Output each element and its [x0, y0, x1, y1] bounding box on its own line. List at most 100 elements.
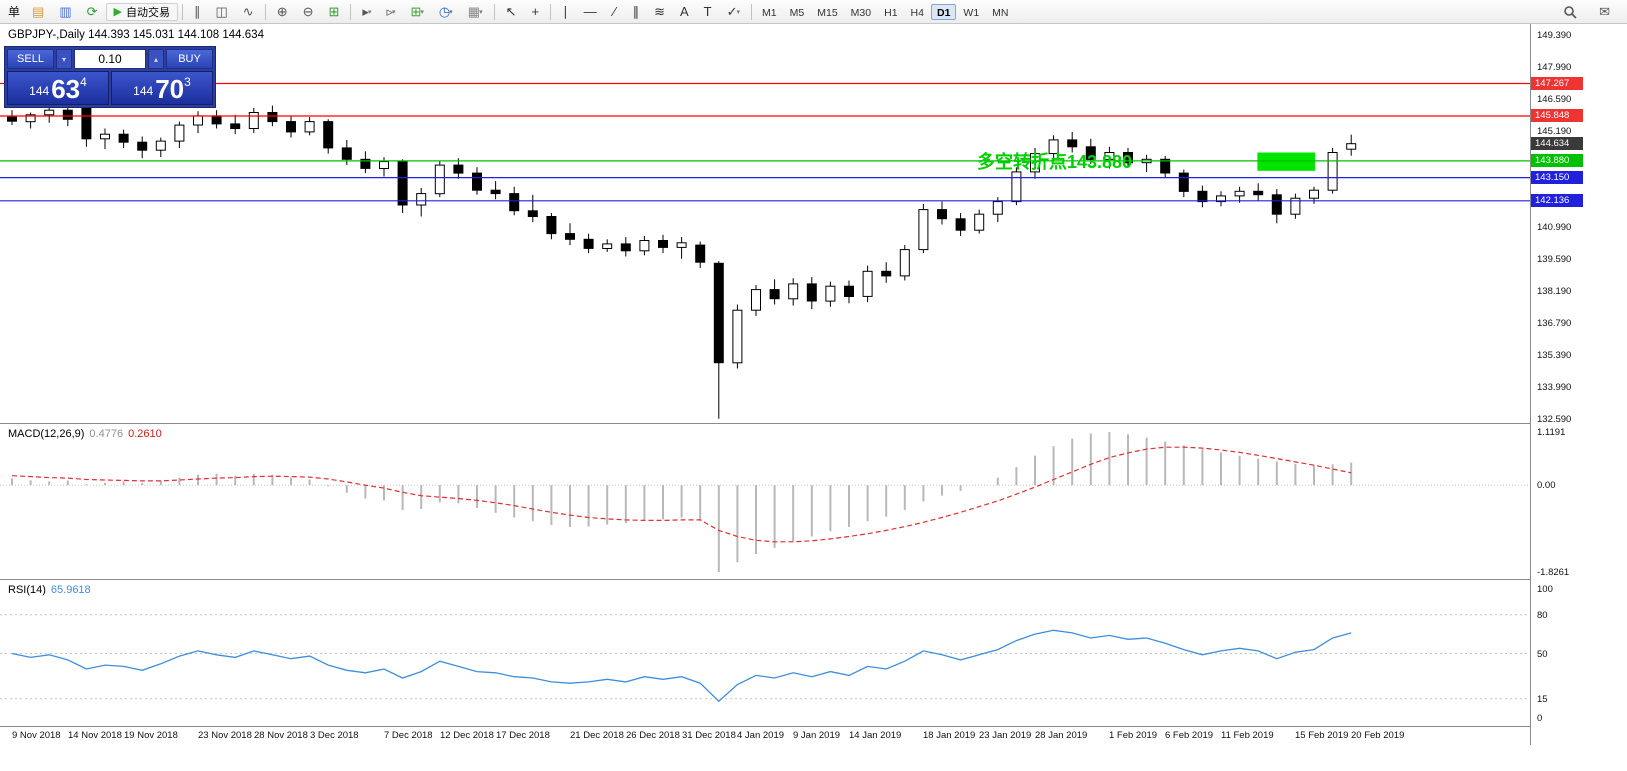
bid-price-button[interactable]: 144 63 4	[7, 71, 109, 105]
pane-separator[interactable]	[0, 579, 1627, 580]
date-label: 26 Dec 2018	[626, 730, 680, 741]
timeframe-m30[interactable]: M30	[845, 4, 877, 20]
crosshair-icon[interactable]: +	[525, 2, 547, 22]
timeframe-m1[interactable]: M1	[756, 4, 783, 20]
timeframe-h4[interactable]: H4	[905, 4, 930, 20]
axis-price-label: 139.590	[1537, 253, 1572, 265]
arrows-icon[interactable]: ✓ ▾	[720, 2, 747, 22]
new-order-icon[interactable]: ▤	[25, 2, 51, 22]
auto-scroll-icon[interactable]: ▸ ▾	[355, 2, 378, 22]
date-label: 14 Nov 2018	[68, 730, 122, 741]
axis-price-label: 147.990	[1537, 61, 1572, 73]
time-axis[interactable]: 9 Nov 2018 14 Nov 2018 19 Nov 2018 23 Nov 2…	[0, 727, 1530, 745]
date-label: 11 Feb 2019	[1221, 730, 1274, 741]
bid-pipette: 4	[80, 75, 87, 89]
new-chart-icon[interactable]: ⊞ ▾	[404, 2, 431, 22]
lot-spinner[interactable]: ▴	[148, 49, 164, 69]
chevron-down-icon: ▾	[420, 8, 424, 16]
timeframe-mn[interactable]: MN	[986, 4, 1014, 20]
date-label: 20 Feb 2019	[1351, 730, 1405, 741]
rsi-scale-label: 15	[1537, 693, 1548, 705]
candlestick-chart-icon[interactable]: ◫	[208, 2, 234, 22]
axis-price-label: 138.190	[1537, 285, 1572, 297]
order-type-dropdown[interactable]: ▾	[56, 49, 72, 69]
horizontal-line-icon[interactable]: —	[577, 2, 604, 22]
price-axis[interactable]: 149.390 147.990 146.590 145.190 140.990 139.5…	[1530, 24, 1627, 745]
chevron-down-icon: ▾	[61, 54, 66, 64]
tile-windows-icon[interactable]: ⊞	[322, 2, 347, 22]
macd-value: 0.4776	[89, 428, 124, 440]
zoom-out-icon[interactable]: ⊖	[296, 2, 321, 22]
chart-shift-icon[interactable]: ▹ ▾	[379, 2, 402, 22]
date-label: 21 Dec 2018	[570, 730, 624, 741]
text-icon[interactable]: A	[673, 2, 696, 22]
pane-separator[interactable]	[0, 423, 1627, 424]
fibonacci-icon[interactable]: ≋	[647, 2, 672, 22]
date-label: 31 Dec 2018	[682, 730, 736, 741]
pivot-annotation[interactable]: 多空转折点143.880	[977, 152, 1133, 172]
cursor-icon[interactable]: ↖	[499, 2, 524, 22]
lot-size-input[interactable]	[74, 49, 146, 69]
timeframe-m5[interactable]: M5	[784, 4, 811, 20]
sell-button[interactable]: SELL	[7, 49, 54, 69]
axis-price-label: 146.590	[1537, 93, 1572, 105]
price-tag: 144.634	[1531, 137, 1583, 151]
macd-canvas[interactable]	[0, 425, 1530, 579]
date-label: 23 Jan 2019	[979, 730, 1032, 741]
date-label: 14 Jan 2019	[849, 730, 902, 741]
market-watch-icon[interactable]: ▥	[52, 2, 78, 22]
zoom-in-icon[interactable]: ⊕	[270, 2, 295, 22]
auto-trading-button[interactable]: ▶ 自动交易	[105, 2, 178, 21]
date-label: 7 Dec 2018	[384, 730, 433, 741]
rsi-value: 65.9618	[50, 584, 91, 596]
timeframe-w1[interactable]: W1	[957, 4, 985, 20]
timeframe-d1[interactable]: D1	[930, 3, 957, 20]
timeframe-h1[interactable]: H1	[878, 4, 903, 20]
rsi-title: RSI(14) 65.9618	[8, 584, 91, 596]
date-label: 15 Feb 2019	[1295, 730, 1349, 741]
rsi-canvas[interactable]	[0, 581, 1530, 726]
ask-big-digits: 70	[155, 74, 185, 104]
chart-ohlc-title: GBPJPY-,Daily 144.393 145.031 144.108 14…	[8, 29, 264, 41]
chevron-down-icon: ▾	[479, 8, 483, 16]
date-label: 28 Jan 2019	[1035, 730, 1088, 741]
ask-price-button[interactable]: 144 70 3	[111, 71, 213, 105]
date-label: 6 Feb 2019	[1165, 730, 1214, 741]
date-label: 18 Jan 2019	[923, 730, 976, 741]
toolbar-right-group: ✉	[1556, 2, 1623, 22]
period-icon[interactable]: ◷ ▾	[432, 2, 460, 22]
toolbar-separator	[181, 3, 183, 20]
bid-prefix: 144	[29, 84, 50, 98]
trendline-icon[interactable]: ∕	[605, 2, 625, 22]
macd-signal-value: 0.2610	[128, 428, 162, 440]
timeframe-m15[interactable]: M15	[811, 4, 843, 20]
date-label: 28 Nov 2018	[254, 730, 308, 741]
rsi-scale-label: 80	[1537, 609, 1548, 621]
rsi-scale-label: 0	[1537, 713, 1543, 724]
refresh-icon[interactable]: ⟳	[80, 2, 105, 22]
line-chart-icon[interactable]: ∿	[236, 2, 261, 22]
bar-chart-icon[interactable]: ∥	[187, 2, 208, 22]
chevron-down-icon: ▾	[736, 8, 741, 16]
order-label: 单	[8, 5, 21, 19]
toolbar-separator	[493, 3, 495, 20]
equidistant-channel-icon[interactable]: ∥	[626, 2, 647, 22]
date-label: 17 Dec 2018	[496, 730, 550, 741]
date-label: 9 Jan 2019	[793, 730, 841, 741]
highlight-rectangle[interactable]	[1257, 152, 1316, 171]
axis-price-label: 133.990	[1537, 381, 1572, 393]
auto-trading-label: 自动交易	[125, 6, 170, 19]
search-icon[interactable]	[1556, 2, 1584, 22]
vertical-line-icon[interactable]: ∣	[555, 2, 576, 22]
buy-button[interactable]: BUY	[166, 49, 213, 69]
date-label: 12 Dec 2018	[440, 730, 494, 741]
template-icon[interactable]: ▦ ▾	[461, 2, 490, 22]
toolbar: 单 ▤ ▥ ⟳ ▶ 自动交易 ∥ ◫ ∿ ⊕ ⊖ ⊞ ▸ ▾ ▹ ▾ ⊞ ▾ ◷ ▾ ▦ ▾ ↖ + ∣ — ∕ ∥ ≋ A T ✓ ▾ M1 M5…	[0, 0, 1627, 24]
ask-prefix: 144	[133, 84, 154, 98]
community-icon[interactable]: ✉	[1592, 2, 1617, 22]
price-chart-canvas[interactable]	[0, 24, 1530, 423]
axis-price-label: 135.390	[1537, 349, 1572, 361]
date-label: 23 Nov 2018	[198, 730, 252, 741]
text-label-icon[interactable]: T	[697, 2, 719, 22]
play-icon: ▶	[113, 6, 122, 18]
